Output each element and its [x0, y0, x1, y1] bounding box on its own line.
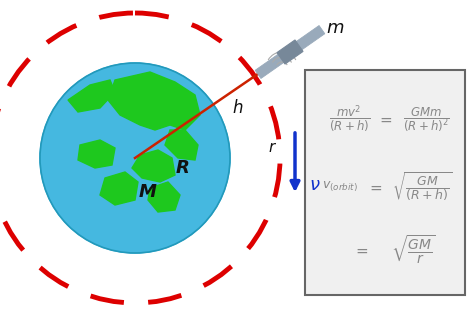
Polygon shape — [165, 130, 198, 160]
Text: h: h — [233, 99, 243, 117]
Text: $=$: $=$ — [367, 179, 383, 195]
Text: $=$: $=$ — [353, 242, 369, 258]
Polygon shape — [148, 182, 180, 212]
Polygon shape — [78, 140, 115, 168]
Polygon shape — [108, 72, 200, 130]
FancyBboxPatch shape — [305, 70, 465, 295]
Polygon shape — [68, 80, 115, 112]
Text: M: M — [139, 183, 157, 201]
Text: r: r — [269, 141, 275, 155]
Text: $\sqrt{\dfrac{GM}{r}}$: $\sqrt{\dfrac{GM}{r}}$ — [392, 234, 436, 266]
Polygon shape — [255, 54, 284, 78]
Polygon shape — [132, 150, 175, 182]
Polygon shape — [296, 26, 325, 50]
Text: $\dfrac{mv^2}{(R+h)}$: $\dfrac{mv^2}{(R+h)}$ — [329, 104, 370, 135]
Polygon shape — [277, 40, 303, 64]
Text: $\dfrac{GMm}{(R+h)^2}$: $\dfrac{GMm}{(R+h)^2}$ — [403, 105, 450, 134]
Polygon shape — [100, 172, 138, 205]
Text: m: m — [326, 19, 344, 37]
Text: $\sqrt{\dfrac{GM}{(R+h)}}$: $\sqrt{\dfrac{GM}{(R+h)}}$ — [392, 171, 452, 203]
Text: $v_{(orbit)}$: $v_{(orbit)}$ — [322, 180, 358, 194]
Text: $\nu$: $\nu$ — [309, 176, 321, 194]
Text: $=$: $=$ — [377, 112, 393, 127]
Text: R: R — [176, 159, 190, 177]
Circle shape — [40, 63, 230, 253]
